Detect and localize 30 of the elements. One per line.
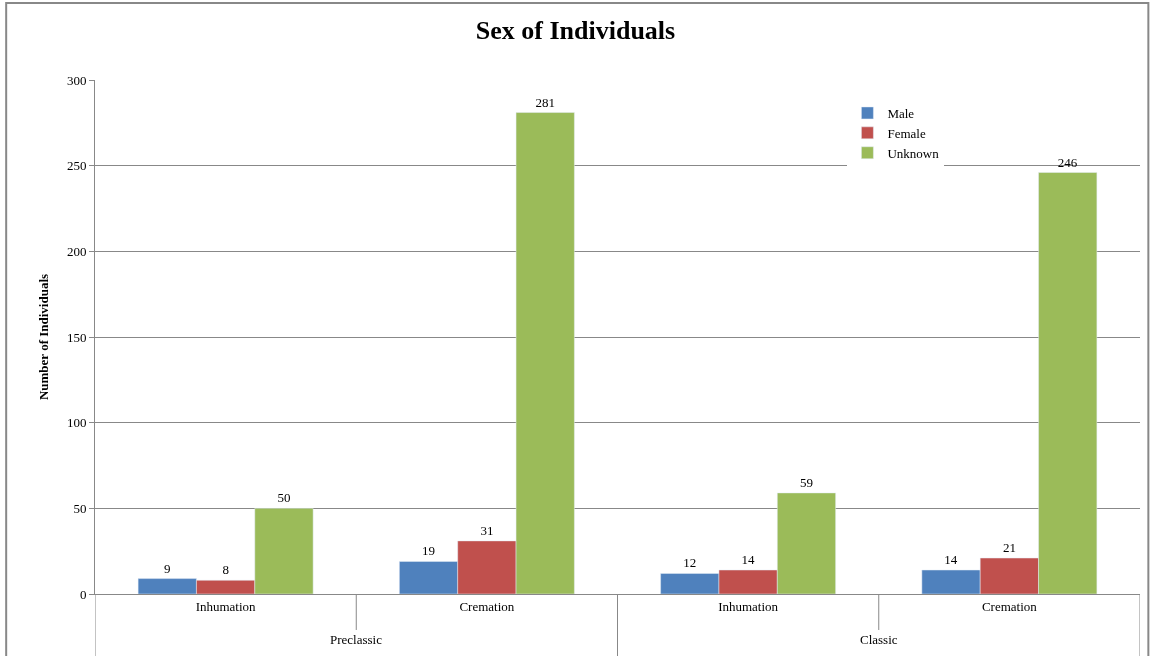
chart-title: Sex of Individuals [475,15,676,45]
y-tick-label: 150 [66,329,87,345]
data-label: 14 [741,552,755,568]
y-tick-label: 50 [73,500,87,516]
y-axis-title: Number of Individuals [35,273,51,401]
data-label: 21 [1002,540,1016,556]
data-label: 14 [944,552,958,568]
x-tick-label: Inhumation [195,598,257,614]
text: Classic [860,632,898,647]
text: Preclassic [330,632,383,647]
legend-label: Male [887,106,915,122]
data-label: 281 [535,94,555,110]
x-tick-label: Cremation [981,598,1038,614]
x-tick-label: Inhumation [718,598,779,614]
data-label: 31 [480,522,494,538]
x-tick-label: Cremation [459,598,515,614]
y-tick-label: 200 [66,243,87,259]
data-label: 9 [164,560,171,576]
y-tick-label: 300 [66,72,87,88]
data-label: 12 [683,555,697,571]
data-label: 59 [799,474,813,490]
data-label: 8 [222,562,229,578]
data-label: 19 [422,543,436,559]
legend-label: Female [887,125,926,141]
y-tick-label: 250 [66,158,87,174]
y-tick-label: 0 [79,586,87,602]
data-label: 246 [1057,154,1078,170]
data-label: 50 [277,490,291,506]
y-tick-label: 100 [66,415,87,431]
legend-label: Unknown [887,145,940,161]
